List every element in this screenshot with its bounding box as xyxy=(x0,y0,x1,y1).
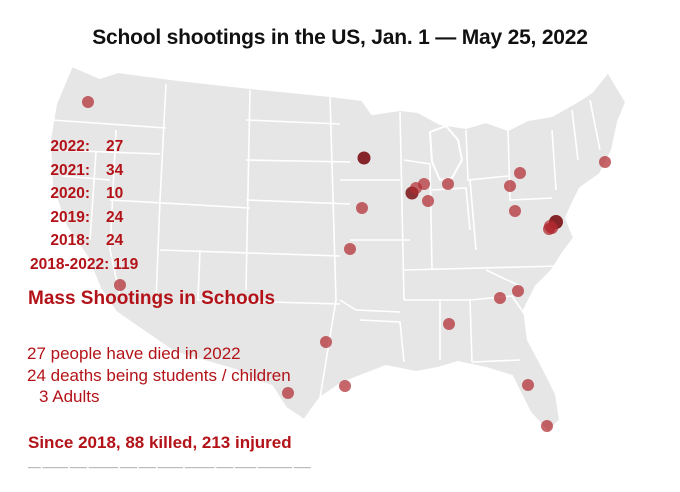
stat-row-2020: 2020: 10 xyxy=(30,182,138,206)
stat-count: 34 xyxy=(106,161,124,179)
michigan-peninsula xyxy=(428,124,464,182)
shooting-marker xyxy=(512,285,524,297)
stat-count: 119 xyxy=(113,255,139,273)
shooting-marker xyxy=(509,205,521,217)
shooting-marker xyxy=(522,379,534,391)
stat-year: 2022: xyxy=(50,138,90,155)
mass-shootings-heading: Mass Shootings in Schools xyxy=(28,288,276,309)
shooting-marker xyxy=(282,387,294,399)
map-title: School shootings in the US, Jan. 1 — May… xyxy=(92,26,588,49)
shooting-marker xyxy=(418,178,430,190)
shooting-marker xyxy=(357,151,371,165)
summary-text: Since 2018, 88 killed, 213 injured xyxy=(28,433,292,452)
shooting-marker xyxy=(541,420,553,432)
source-note-cropped: ━━━ ━━━━━━ ━━━━ ━━━━━━━ ━━━━ ━━━━ ━━━━━━… xyxy=(28,466,311,472)
stat-count: 24 xyxy=(106,232,124,249)
stat-year: 2018-2022: xyxy=(30,255,110,273)
shooting-marker xyxy=(504,180,516,192)
stat-year: 2020: xyxy=(50,185,90,202)
fact-students: 24 deaths being students / children xyxy=(27,365,291,385)
stat-year: 2018: xyxy=(50,232,90,249)
fact-died: 27 people have died in 2022 xyxy=(27,344,241,363)
stat-count: 10 xyxy=(106,185,124,202)
shooting-marker xyxy=(114,279,126,291)
stat-row-2022: 2022: 27 xyxy=(30,135,138,159)
stat-count: 24 xyxy=(106,208,124,226)
shooting-markers xyxy=(82,96,611,432)
fact-adults: 3 Adults xyxy=(39,387,100,406)
stat-row-2021: 2021: 34 xyxy=(30,159,138,183)
shooting-marker xyxy=(356,202,368,214)
stat-year: 2021: xyxy=(50,161,90,179)
yearly-stats: 2022: 27 2021: 34 2020: 10 2019: 24 2018… xyxy=(30,135,138,276)
state-borders xyxy=(51,83,601,399)
shooting-marker xyxy=(82,96,94,108)
stat-year: 2019: xyxy=(50,208,90,226)
shooting-marker xyxy=(443,318,455,330)
us-land xyxy=(48,64,628,434)
stat-row-2018: 2018: 24 xyxy=(30,229,138,253)
shooting-marker xyxy=(422,195,434,207)
shooting-marker xyxy=(320,336,332,348)
stat-row-total: 2018-2022: 119 xyxy=(30,253,138,277)
shooting-marker xyxy=(514,167,526,179)
facts-block: 27 people have died in 2022 24 deaths be… xyxy=(27,343,291,408)
shooting-marker xyxy=(339,380,351,392)
stat-row-2019: 2019: 24 xyxy=(30,206,138,230)
stat-count: 27 xyxy=(106,138,124,155)
shooting-marker xyxy=(599,156,611,168)
shooting-marker xyxy=(344,243,356,255)
shooting-marker xyxy=(442,178,454,190)
shooting-marker xyxy=(544,220,556,232)
shooting-marker xyxy=(494,292,506,304)
